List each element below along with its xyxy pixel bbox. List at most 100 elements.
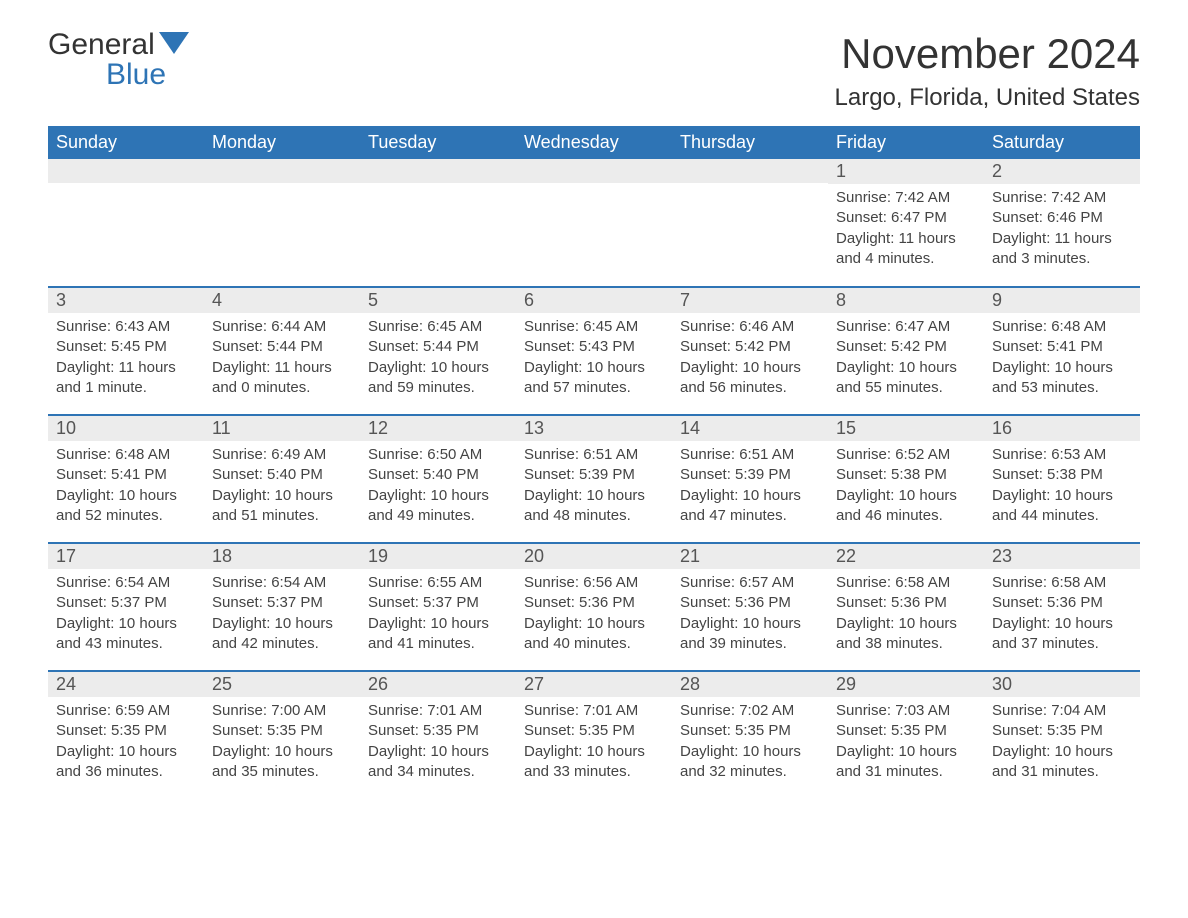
day-daylight: Daylight: 10 hours and 49 minutes. bbox=[368, 486, 508, 527]
day-body: Sunrise: 6:45 AMSunset: 5:43 PMDaylight:… bbox=[516, 313, 672, 406]
day-sunrise: Sunrise: 6:59 AM bbox=[56, 701, 196, 721]
day-body: Sunrise: 6:45 AMSunset: 5:44 PMDaylight:… bbox=[360, 313, 516, 406]
day-number: 8 bbox=[828, 288, 984, 313]
day-daylight: Daylight: 10 hours and 53 minutes. bbox=[992, 358, 1132, 399]
calendar-day: 7Sunrise: 6:46 AMSunset: 5:42 PMDaylight… bbox=[672, 287, 828, 415]
day-sunset: Sunset: 5:35 PM bbox=[680, 721, 820, 741]
day-header: Friday bbox=[828, 126, 984, 159]
calendar-day: 25Sunrise: 7:00 AMSunset: 5:35 PMDayligh… bbox=[204, 671, 360, 799]
day-body: Sunrise: 6:57 AMSunset: 5:36 PMDaylight:… bbox=[672, 569, 828, 662]
day-daylight: Daylight: 10 hours and 55 minutes. bbox=[836, 358, 976, 399]
title-block: November 2024 Largo, Florida, United Sta… bbox=[835, 30, 1141, 112]
day-header-row: SundayMondayTuesdayWednesdayThursdayFrid… bbox=[48, 126, 1140, 159]
day-sunset: Sunset: 5:36 PM bbox=[992, 593, 1132, 613]
calendar-day: 9Sunrise: 6:48 AMSunset: 5:41 PMDaylight… bbox=[984, 287, 1140, 415]
day-daylight: Daylight: 11 hours and 3 minutes. bbox=[992, 229, 1132, 270]
day-body: Sunrise: 6:51 AMSunset: 5:39 PMDaylight:… bbox=[516, 441, 672, 534]
day-body: Sunrise: 6:52 AMSunset: 5:38 PMDaylight:… bbox=[828, 441, 984, 534]
calendar-day: 12Sunrise: 6:50 AMSunset: 5:40 PMDayligh… bbox=[360, 415, 516, 543]
day-number: 24 bbox=[48, 672, 204, 697]
day-sunrise: Sunrise: 6:52 AM bbox=[836, 445, 976, 465]
day-daylight: Daylight: 11 hours and 0 minutes. bbox=[212, 358, 352, 399]
empty-day-header bbox=[516, 159, 672, 183]
day-daylight: Daylight: 10 hours and 33 minutes. bbox=[524, 742, 664, 783]
calendar-day: 30Sunrise: 7:04 AMSunset: 5:35 PMDayligh… bbox=[984, 671, 1140, 799]
day-body: Sunrise: 6:47 AMSunset: 5:42 PMDaylight:… bbox=[828, 313, 984, 406]
day-sunset: Sunset: 5:41 PM bbox=[992, 337, 1132, 357]
day-number: 2 bbox=[984, 159, 1140, 184]
day-daylight: Daylight: 10 hours and 48 minutes. bbox=[524, 486, 664, 527]
day-body: Sunrise: 6:51 AMSunset: 5:39 PMDaylight:… bbox=[672, 441, 828, 534]
day-daylight: Daylight: 10 hours and 42 minutes. bbox=[212, 614, 352, 655]
day-body: Sunrise: 6:56 AMSunset: 5:36 PMDaylight:… bbox=[516, 569, 672, 662]
calendar-day: 17Sunrise: 6:54 AMSunset: 5:37 PMDayligh… bbox=[48, 543, 204, 671]
day-daylight: Daylight: 10 hours and 32 minutes. bbox=[680, 742, 820, 783]
day-number: 13 bbox=[516, 416, 672, 441]
day-body: Sunrise: 6:54 AMSunset: 5:37 PMDaylight:… bbox=[204, 569, 360, 662]
day-sunset: Sunset: 6:46 PM bbox=[992, 208, 1132, 228]
day-body: Sunrise: 6:59 AMSunset: 5:35 PMDaylight:… bbox=[48, 697, 204, 790]
calendar-day: 16Sunrise: 6:53 AMSunset: 5:38 PMDayligh… bbox=[984, 415, 1140, 543]
logo-text-general: General bbox=[48, 30, 155, 60]
day-sunrise: Sunrise: 7:01 AM bbox=[368, 701, 508, 721]
day-sunrise: Sunrise: 6:45 AM bbox=[368, 317, 508, 337]
day-number: 4 bbox=[204, 288, 360, 313]
calendar-day bbox=[516, 159, 672, 287]
day-number: 21 bbox=[672, 544, 828, 569]
calendar-day: 20Sunrise: 6:56 AMSunset: 5:36 PMDayligh… bbox=[516, 543, 672, 671]
calendar-day bbox=[204, 159, 360, 287]
page-header: General Blue November 2024 Largo, Florid… bbox=[48, 30, 1140, 112]
day-number: 15 bbox=[828, 416, 984, 441]
calendar-week: 1Sunrise: 7:42 AMSunset: 6:47 PMDaylight… bbox=[48, 159, 1140, 287]
day-daylight: Daylight: 10 hours and 37 minutes. bbox=[992, 614, 1132, 655]
day-number: 9 bbox=[984, 288, 1140, 313]
empty-day-header bbox=[204, 159, 360, 183]
day-number: 29 bbox=[828, 672, 984, 697]
day-sunset: Sunset: 5:40 PM bbox=[212, 465, 352, 485]
day-daylight: Daylight: 10 hours and 31 minutes. bbox=[992, 742, 1132, 783]
calendar-day: 4Sunrise: 6:44 AMSunset: 5:44 PMDaylight… bbox=[204, 287, 360, 415]
day-sunrise: Sunrise: 7:42 AM bbox=[992, 188, 1132, 208]
day-header: Monday bbox=[204, 126, 360, 159]
calendar-week: 17Sunrise: 6:54 AMSunset: 5:37 PMDayligh… bbox=[48, 543, 1140, 671]
day-body: Sunrise: 7:04 AMSunset: 5:35 PMDaylight:… bbox=[984, 697, 1140, 790]
day-body: Sunrise: 6:49 AMSunset: 5:40 PMDaylight:… bbox=[204, 441, 360, 534]
day-sunset: Sunset: 5:35 PM bbox=[212, 721, 352, 741]
day-sunrise: Sunrise: 7:03 AM bbox=[836, 701, 976, 721]
day-number: 20 bbox=[516, 544, 672, 569]
day-number: 26 bbox=[360, 672, 516, 697]
day-sunrise: Sunrise: 6:44 AM bbox=[212, 317, 352, 337]
day-body: Sunrise: 6:58 AMSunset: 5:36 PMDaylight:… bbox=[984, 569, 1140, 662]
calendar-day: 11Sunrise: 6:49 AMSunset: 5:40 PMDayligh… bbox=[204, 415, 360, 543]
day-daylight: Daylight: 10 hours and 47 minutes. bbox=[680, 486, 820, 527]
day-body: Sunrise: 7:01 AMSunset: 5:35 PMDaylight:… bbox=[360, 697, 516, 790]
day-number: 10 bbox=[48, 416, 204, 441]
day-sunset: Sunset: 5:38 PM bbox=[992, 465, 1132, 485]
day-daylight: Daylight: 10 hours and 36 minutes. bbox=[56, 742, 196, 783]
day-sunrise: Sunrise: 6:51 AM bbox=[680, 445, 820, 465]
day-sunrise: Sunrise: 6:53 AM bbox=[992, 445, 1132, 465]
calendar-day: 19Sunrise: 6:55 AMSunset: 5:37 PMDayligh… bbox=[360, 543, 516, 671]
day-sunset: Sunset: 5:42 PM bbox=[680, 337, 820, 357]
day-body: Sunrise: 7:42 AMSunset: 6:46 PMDaylight:… bbox=[984, 184, 1140, 277]
day-number: 28 bbox=[672, 672, 828, 697]
day-daylight: Daylight: 11 hours and 1 minute. bbox=[56, 358, 196, 399]
calendar-week: 3Sunrise: 6:43 AMSunset: 5:45 PMDaylight… bbox=[48, 287, 1140, 415]
logo-text-blue: Blue bbox=[106, 60, 189, 90]
day-daylight: Daylight: 10 hours and 41 minutes. bbox=[368, 614, 508, 655]
day-number: 1 bbox=[828, 159, 984, 184]
calendar-day: 22Sunrise: 6:58 AMSunset: 5:36 PMDayligh… bbox=[828, 543, 984, 671]
day-sunrise: Sunrise: 6:49 AM bbox=[212, 445, 352, 465]
day-sunrise: Sunrise: 6:56 AM bbox=[524, 573, 664, 593]
day-sunrise: Sunrise: 6:45 AM bbox=[524, 317, 664, 337]
day-sunrise: Sunrise: 6:54 AM bbox=[56, 573, 196, 593]
day-sunset: Sunset: 5:39 PM bbox=[680, 465, 820, 485]
calendar-day: 6Sunrise: 6:45 AMSunset: 5:43 PMDaylight… bbox=[516, 287, 672, 415]
day-header: Tuesday bbox=[360, 126, 516, 159]
day-number: 7 bbox=[672, 288, 828, 313]
day-daylight: Daylight: 10 hours and 57 minutes. bbox=[524, 358, 664, 399]
day-number: 6 bbox=[516, 288, 672, 313]
empty-day-header bbox=[672, 159, 828, 183]
day-body: Sunrise: 7:02 AMSunset: 5:35 PMDaylight:… bbox=[672, 697, 828, 790]
day-sunset: Sunset: 5:42 PM bbox=[836, 337, 976, 357]
